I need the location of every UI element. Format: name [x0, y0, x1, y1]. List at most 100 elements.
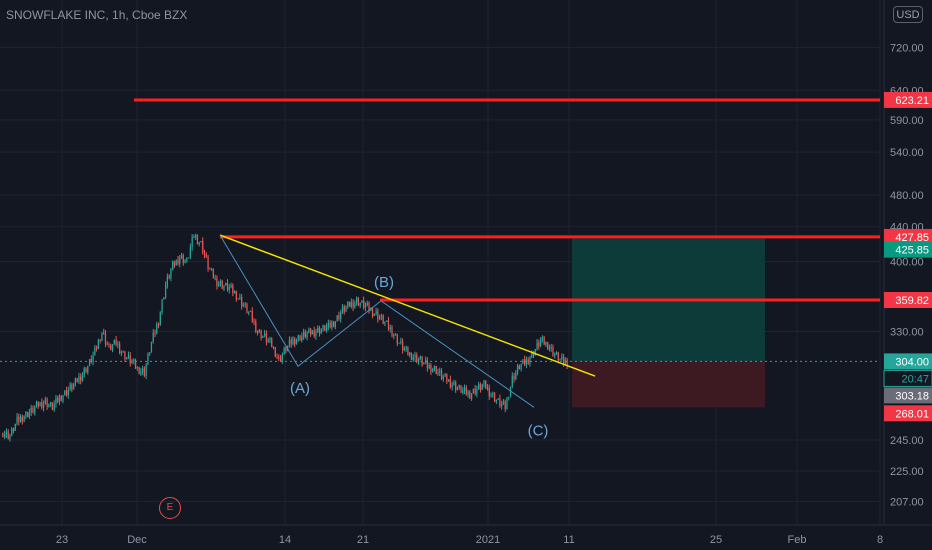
candle-body — [131, 361, 133, 363]
earnings-event-marker[interactable]: E — [159, 497, 181, 519]
candle-body — [187, 257, 190, 259]
candle-body — [302, 331, 305, 337]
candle-body — [299, 335, 301, 341]
candle-body — [189, 247, 191, 258]
time-tick-label: Dec — [127, 534, 147, 546]
candle-body — [453, 382, 455, 385]
price-label-text: 268.01 — [895, 408, 929, 420]
candle-body — [338, 315, 340, 319]
candle-body — [58, 396, 61, 403]
candle-body — [32, 407, 34, 413]
price-tick-label: 720.00 — [890, 42, 924, 54]
candle-body — [393, 335, 395, 337]
price-label-grey — [884, 387, 932, 404]
candle-body — [97, 339, 100, 349]
candle-body — [249, 310, 252, 312]
candle-body — [200, 240, 202, 243]
candle-body — [525, 359, 528, 365]
symbol-title: SNOWFLAKE INC, 1h, Cboe BZX — [6, 8, 188, 22]
candle-body — [515, 372, 517, 380]
candle-body — [522, 359, 524, 365]
candle-body — [186, 257, 188, 261]
candle-body — [561, 356, 563, 359]
candle-body — [69, 384, 71, 390]
time-axis: 23 Dec 14 21 2021 11 25 Feb 8 — [0, 524, 932, 546]
candle-body — [16, 416, 18, 424]
candle-body — [555, 352, 558, 355]
candle-body — [502, 401, 505, 404]
candle-body — [115, 339, 117, 345]
price-tick-label: 330.00 — [890, 327, 924, 339]
candle-body — [479, 384, 482, 390]
candle-body — [99, 339, 101, 342]
candle-body — [119, 343, 121, 354]
candle-body — [138, 366, 140, 375]
price-label-target — [884, 241, 932, 258]
candle-body — [239, 297, 241, 299]
candle-body — [387, 320, 390, 329]
candle-body — [48, 404, 50, 407]
candle-body — [271, 338, 273, 347]
candle-body — [520, 364, 522, 369]
candle-body — [149, 352, 151, 354]
candle-body — [159, 312, 161, 326]
candle-body — [216, 278, 218, 286]
candle-body — [421, 356, 423, 365]
candle-body — [483, 380, 485, 385]
candle-body — [168, 276, 170, 279]
candle-body — [101, 332, 103, 342]
price-tick-label: 480.00 — [890, 190, 924, 202]
candle-body — [518, 365, 520, 369]
price-label-level — [884, 91, 932, 108]
candle-body — [265, 333, 268, 342]
currency-button[interactable]: USD — [893, 6, 923, 23]
candle-body — [382, 315, 384, 324]
candle-body — [501, 403, 503, 406]
candle-body — [255, 321, 257, 332]
candle-body — [322, 325, 324, 330]
candle-body — [226, 282, 229, 290]
candle-body — [552, 346, 554, 356]
candle-body — [117, 343, 119, 345]
candle-body — [352, 302, 354, 308]
candle-body — [173, 261, 176, 266]
candle-body — [170, 269, 172, 279]
wave-label: (B) — [374, 274, 394, 291]
candle-body — [55, 398, 57, 405]
candle-body — [315, 331, 317, 337]
candle-body — [96, 347, 98, 349]
candle-body — [504, 401, 506, 410]
price-tick-label: 400.00 — [890, 256, 924, 268]
candle-body — [235, 291, 237, 300]
candle-body — [559, 358, 561, 361]
price-label-text: 359.82 — [895, 295, 929, 307]
price-label-text: 427.85 — [895, 232, 929, 244]
candle-body — [451, 384, 453, 387]
candle-body — [145, 364, 147, 377]
candle-body — [474, 388, 476, 394]
candle-body — [237, 298, 239, 300]
candle-body — [419, 356, 421, 360]
candle-body — [288, 339, 291, 346]
candle-body — [122, 351, 124, 353]
candle-body — [191, 236, 193, 248]
candle-body — [269, 338, 271, 341]
candle-body — [244, 303, 246, 305]
candle-body — [223, 285, 225, 289]
candle-body — [343, 306, 345, 312]
price-tick-label: 540.00 — [890, 147, 924, 159]
candle-body — [536, 342, 538, 350]
candle-body — [336, 315, 338, 322]
candle-body — [350, 302, 352, 307]
candle-body — [274, 346, 276, 358]
candle-body — [407, 347, 409, 355]
time-tick-label: Feb — [788, 534, 807, 546]
wave-label: (A) — [290, 380, 310, 397]
candle-body — [318, 327, 321, 334]
candle-body — [562, 356, 565, 364]
candle-body — [272, 346, 275, 348]
candle-body — [531, 351, 533, 358]
candle-body — [476, 388, 478, 394]
